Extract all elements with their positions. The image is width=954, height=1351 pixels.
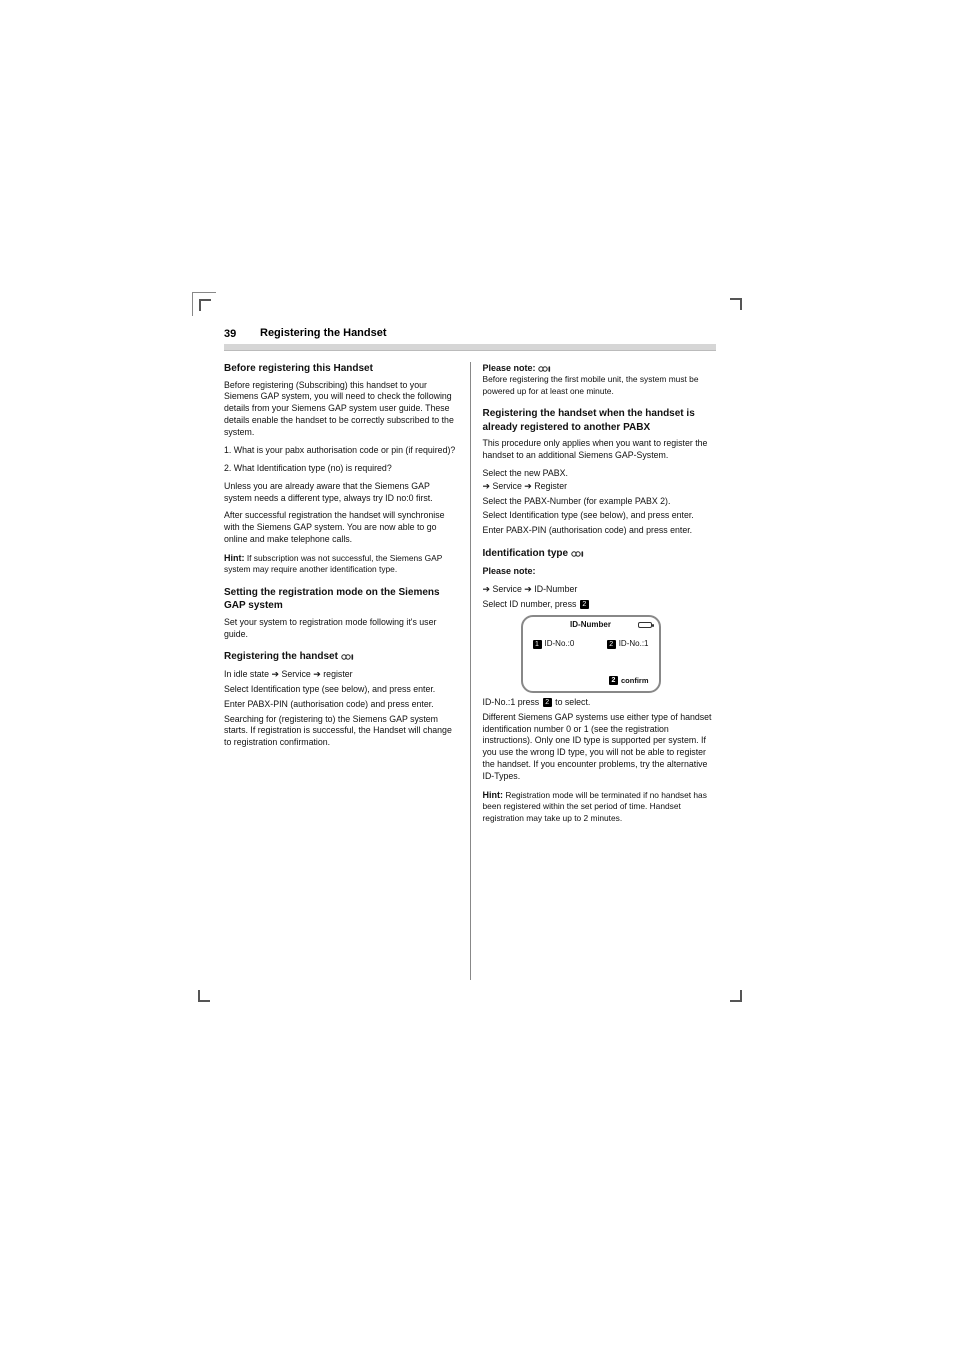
screen-options: 1 ID-No.:0 2 ID-No.:1 [533, 639, 649, 650]
paragraph: Different Siemens GAP systems use either… [483, 712, 717, 783]
note-icon [341, 652, 355, 662]
crop-mark-br [724, 984, 748, 1008]
paragraph: Unless you are already aware that the Si… [224, 481, 458, 505]
paragraph: Set your system to registration mode fol… [224, 617, 458, 641]
key-badge: 2 [609, 676, 618, 685]
arrow-icon: ➔ [483, 481, 491, 491]
step-text: Select the new PABX. [483, 468, 568, 478]
hint-label: Hint: [483, 790, 504, 800]
hint-block: Hint: If subscription was not successful… [224, 552, 458, 576]
section-title: Registering the Handset [260, 327, 387, 339]
hint-label: Hint: [224, 553, 245, 563]
step-text: Select ID number, press [483, 599, 577, 609]
key-badge: 2 [543, 698, 552, 707]
key-badge: 2 [580, 600, 589, 609]
page-number: 39 [224, 328, 236, 340]
step: Select ID number, press 2 [483, 599, 717, 611]
right-column: Please note: Before registering the firs… [470, 362, 717, 980]
confirm-label: confirm [621, 676, 649, 686]
arrow-icon: ➔ [483, 584, 491, 594]
note-block: Please note: [483, 565, 717, 577]
step: Select the new PABX. ➔ Service ➔ Registe… [483, 468, 717, 493]
step: Enter PABX-PIN (authorisation code) and … [483, 525, 717, 537]
crop-mark-tl [192, 292, 216, 316]
key-badge: 2 [607, 640, 616, 649]
bullet: 1. What is your pabx authorisation code … [224, 445, 458, 457]
hint-block: Hint: Registration mode will be terminat… [483, 789, 717, 824]
heading: Identification type [483, 547, 717, 561]
step: Searching for (registering to) the Sieme… [224, 714, 458, 750]
hint-text: Registration mode will be terminated if … [483, 790, 707, 823]
phone-screen: ID-Number 1 ID-No.:0 2 ID-No.:1 2 confir… [521, 615, 661, 693]
screen-title: ID-Number [523, 620, 659, 631]
paragraph: After successful registration the handse… [224, 510, 458, 546]
arrow-icon: ➔ [271, 669, 279, 679]
heading-text: Identification type [483, 548, 569, 559]
step-text: ID-No.:1 press [483, 697, 540, 707]
note-icon [571, 549, 585, 559]
page-container: 39 Registering the Handset Before regist… [200, 300, 740, 1000]
hint-text: If subscription was not successful, the … [224, 553, 442, 574]
step: ➔ Service ➔ ID-Number [483, 583, 717, 596]
menu-path: Service [281, 669, 310, 679]
step: Select Identification type (see below), … [483, 510, 717, 522]
heading-text: Registering the handset [224, 651, 338, 662]
crop-mark-bl [192, 984, 216, 1008]
left-column: Before registering this Handset Before r… [224, 362, 470, 980]
arrow-icon: ➔ [313, 669, 321, 679]
step-tail: to select. [555, 697, 590, 707]
option-label: ID-No.:1 [619, 639, 649, 650]
paragraph: This procedure only applies when you wan… [483, 438, 717, 462]
step: ID-No.:1 press 2 to select. [483, 697, 717, 709]
menu-path: Service [493, 584, 522, 594]
note-block: Please note: Before registering the firs… [483, 362, 717, 397]
screen-option: 1 ID-No.:0 [533, 639, 575, 650]
step-text: In idle state [224, 669, 269, 679]
step: Select Identification type (see below), … [224, 684, 458, 696]
paragraph: Before registering (Subscribing) this ha… [224, 380, 458, 439]
step: In idle state ➔ Service ➔ register [224, 668, 458, 681]
columns: Before registering this Handset Before r… [224, 362, 716, 980]
menu-path: Service [493, 481, 522, 491]
heading: Registering the handset [224, 650, 458, 664]
menu-path: ID-Number [534, 584, 577, 594]
crop-mark-tr [724, 292, 748, 316]
menu-path: Register [534, 481, 567, 491]
heading: Setting the registration mode on the Sie… [224, 586, 458, 613]
bullet: 2. What Identification type (no) is requ… [224, 463, 458, 475]
header-bar [224, 344, 716, 351]
key-badge: 1 [533, 640, 542, 649]
note-text: Before registering the first mobile unit… [483, 374, 699, 395]
heading: Before registering this Handset [224, 362, 458, 376]
heading: Registering the handset when the handset… [483, 407, 717, 434]
option-label: ID-No.:0 [545, 639, 575, 650]
step: Select the PABX-Number (for example PABX… [483, 496, 717, 508]
screen-confirm: 2 confirm [609, 676, 649, 686]
arrow-icon: ➔ [524, 481, 532, 491]
note-icon [538, 364, 552, 374]
step: Enter PABX-PIN (authorisation code) and … [224, 699, 458, 711]
screen-option: 2 ID-No.:1 [607, 639, 649, 650]
note-label: Please note: [483, 363, 536, 373]
menu-path: register [323, 669, 352, 679]
arrow-icon: ➔ [524, 584, 532, 594]
note-label: Please note: [483, 566, 536, 576]
